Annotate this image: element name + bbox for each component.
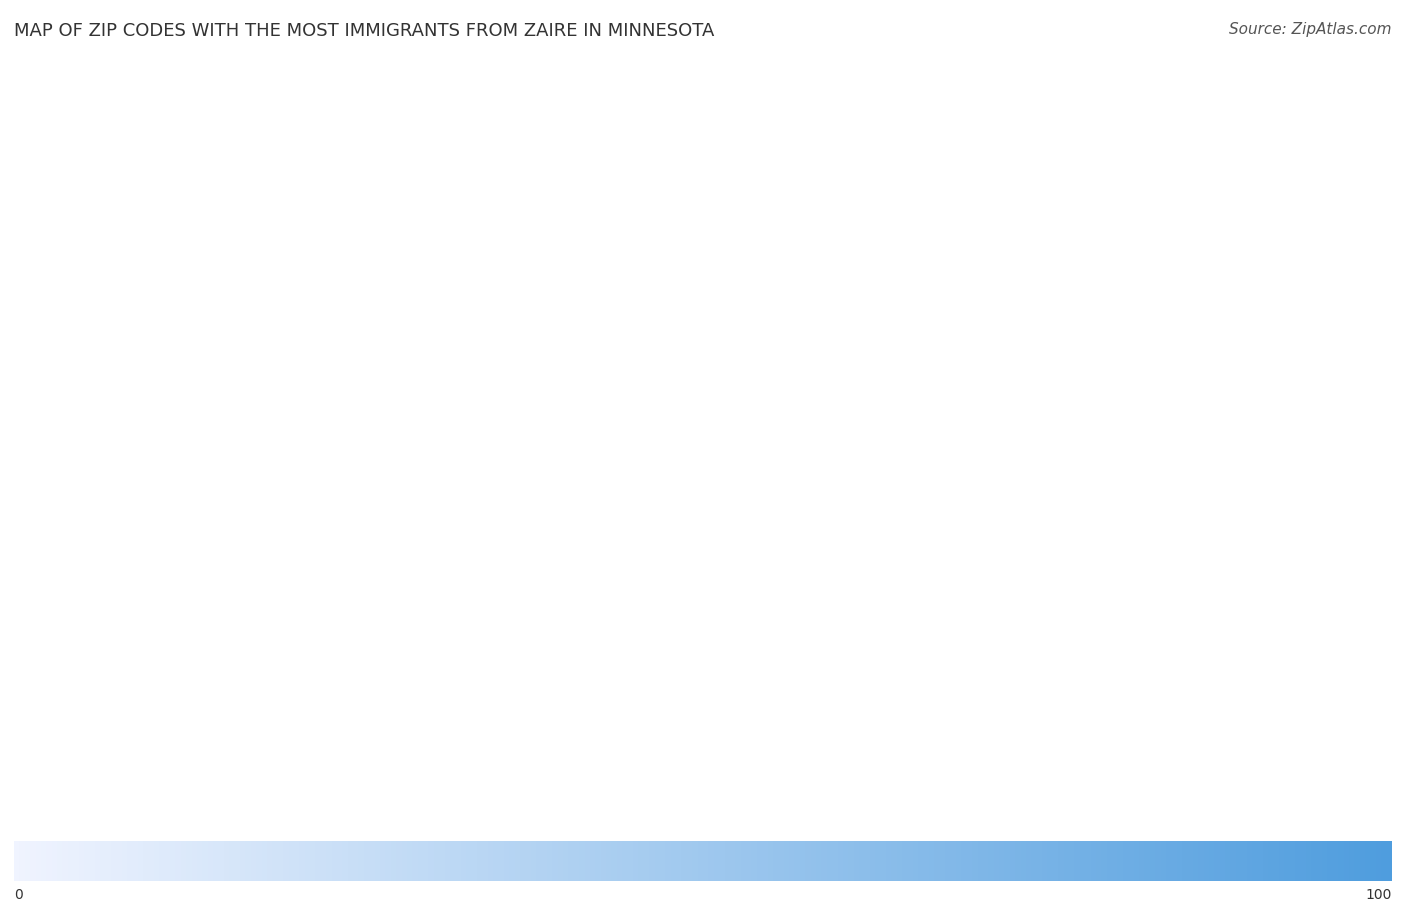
Text: Source: ZipAtlas.com: Source: ZipAtlas.com [1229,22,1392,38]
Text: 100: 100 [1365,888,1392,899]
Text: 0: 0 [14,888,22,899]
Text: MAP OF ZIP CODES WITH THE MOST IMMIGRANTS FROM ZAIRE IN MINNESOTA: MAP OF ZIP CODES WITH THE MOST IMMIGRANT… [14,22,714,40]
